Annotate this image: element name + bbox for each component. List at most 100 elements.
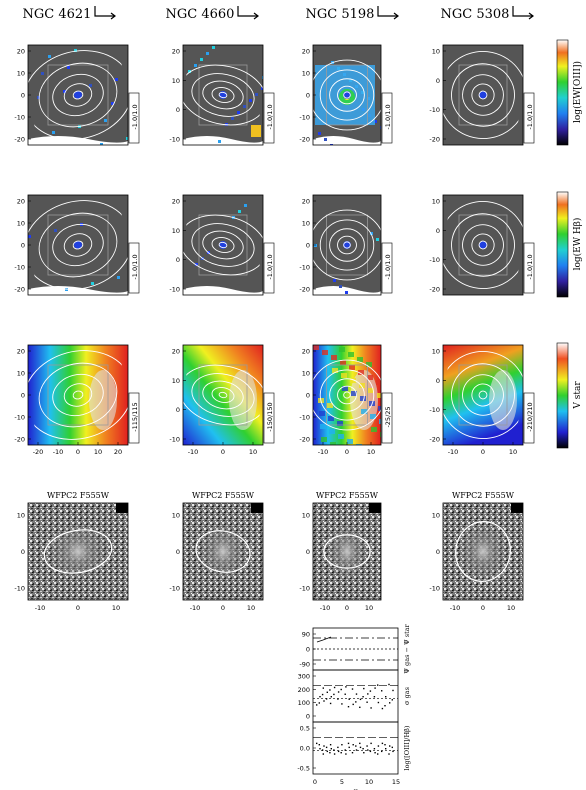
- contour: [211, 87, 235, 103]
- range-label-box: [381, 242, 393, 294]
- velocity-bin: [351, 391, 357, 396]
- range-label: -25/25: [384, 406, 392, 427]
- y-tick-label: 0: [306, 242, 310, 250]
- data-point: [381, 750, 383, 753]
- x-tick-label: -10: [450, 604, 461, 612]
- y-tick-label: 10: [432, 512, 440, 520]
- y-tick-label: 20: [172, 348, 180, 356]
- x-tick-label: 0: [481, 604, 485, 612]
- contour: [451, 213, 515, 277]
- data-point: [326, 750, 328, 753]
- y-tick-label: 10: [172, 77, 180, 85]
- x-tick-label: 0: [345, 604, 349, 612]
- data-pixel: [41, 72, 44, 75]
- data-point: [329, 752, 331, 754]
- data-point: [347, 742, 350, 745]
- velocity-bin: [371, 427, 377, 432]
- y-tick-label: 0: [21, 392, 25, 400]
- nucleus: [74, 241, 82, 249]
- y-tick-label: 0: [176, 548, 180, 556]
- data-pixel: [376, 238, 379, 241]
- data-point: [316, 704, 318, 706]
- panel-frame: [182, 194, 264, 296]
- y-tick-label: -10: [299, 585, 310, 593]
- data-pixel: [251, 125, 261, 137]
- chip-gap: [116, 503, 128, 513]
- y-tick-label: -20: [299, 286, 310, 294]
- x-tick-label: -10: [35, 604, 46, 612]
- velocity-bin: [377, 393, 381, 398]
- data-point: [323, 745, 325, 747]
- velocity-bin: [380, 432, 381, 437]
- contour: [218, 391, 228, 399]
- y-tick-label: 20: [17, 348, 25, 356]
- galaxy-core: [48, 522, 108, 581]
- velocity-bin: [370, 414, 376, 419]
- map-panel: -1.0/1.0 20 10 0 -10 -20: [299, 44, 393, 146]
- data-point: [341, 703, 343, 705]
- galaxy-core: [459, 522, 507, 581]
- velocity-bin: [328, 416, 334, 421]
- range-label: -1.0/1.0: [384, 254, 392, 279]
- velocity-bin: [350, 378, 356, 383]
- y-tick-label: 0: [436, 377, 440, 385]
- contour: [319, 69, 375, 121]
- data-point: [322, 687, 324, 689]
- data-point: [367, 749, 369, 751]
- data-pixel: [195, 263, 198, 266]
- y-tick-label: 0: [436, 548, 440, 556]
- range-label: -1.0/1.0: [266, 104, 274, 129]
- contour: [202, 230, 244, 260]
- x-tick-label: -10: [318, 448, 329, 456]
- range-label-box: [523, 242, 535, 294]
- contour: [63, 233, 93, 257]
- y-tick-label: 20: [17, 48, 25, 56]
- contour: [191, 73, 255, 117]
- data-point: [333, 686, 336, 689]
- velocity-bin: [338, 434, 344, 439]
- data-pixel: [380, 126, 381, 129]
- y-tick-label: 10: [17, 512, 25, 520]
- y-tick-label: -20: [429, 136, 440, 144]
- x-tick-label: 0: [221, 604, 225, 612]
- y-tick-label: 0: [306, 548, 310, 556]
- data-pixel: [237, 111, 240, 114]
- data-point: [369, 690, 372, 692]
- isophote-contour: [455, 521, 511, 582]
- isophote-contour: [323, 534, 371, 569]
- data-pixel: [243, 105, 246, 108]
- nucleus: [343, 91, 351, 99]
- data-point: [373, 748, 376, 750]
- y-tick-label: -10: [429, 406, 440, 414]
- velocity-bin: [341, 373, 347, 378]
- y-tick-label: -10: [14, 264, 25, 272]
- velocity-bin: [320, 424, 326, 429]
- data-point: [366, 701, 368, 703]
- map-panel: -115/115 20 10 0 -10 -20 -20 -10 0 10 20: [14, 344, 140, 456]
- data-pixel: [111, 102, 114, 105]
- velocity-bin: [330, 442, 336, 445]
- velocity-bin: [378, 406, 381, 411]
- data-point: [367, 693, 369, 695]
- y-tick-label: -0.5: [297, 765, 310, 773]
- data-point: [377, 745, 380, 747]
- contour: [38, 62, 118, 128]
- data-pixel: [48, 55, 51, 58]
- velocity-bin: [348, 352, 354, 357]
- y-tick-label: 0: [306, 713, 310, 721]
- data-point: [337, 698, 339, 700]
- x-tick-label: 0: [481, 448, 485, 456]
- data-point: [351, 752, 354, 754]
- wfpc2-panel: WFPC2 F555W 10 0 -10 -10 0 10: [169, 491, 264, 612]
- contour: [72, 390, 84, 400]
- x-tick-label: -10: [53, 448, 64, 456]
- velocity-bin: [361, 409, 367, 414]
- velocity-bin: [327, 403, 333, 408]
- colorbar: log(EW Hβ): [556, 191, 583, 298]
- data-point: [323, 700, 325, 702]
- data-point: [325, 746, 328, 749]
- y-tick-label: 10: [172, 227, 180, 235]
- data-pixel: [238, 210, 241, 213]
- y-tick-label: 20: [302, 48, 310, 56]
- y-tick-label: -10: [169, 436, 180, 444]
